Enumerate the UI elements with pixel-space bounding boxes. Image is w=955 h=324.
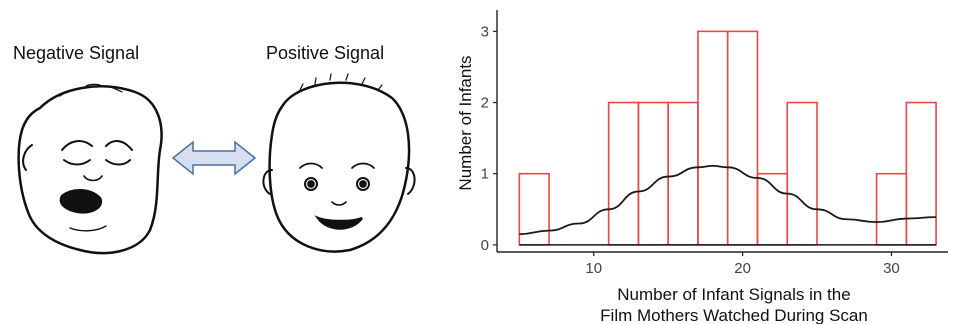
density-curve [519, 164, 937, 236]
bidirectional-arrow-icon [171, 140, 257, 176]
histogram-bar [697, 30, 729, 246]
histogram-bar [607, 101, 640, 246]
y-axis-label: Number of Infants [456, 55, 475, 190]
x-tick-label: 20 [734, 260, 751, 277]
x-axis-label-line-2: Film Mothers Watched During Scan [600, 306, 868, 324]
y-tick-label: 0 [481, 237, 489, 254]
histogram-bar [786, 101, 818, 246]
x-tick-label: 30 [883, 260, 900, 277]
x-axis-label-line-1: Number of Infant Signals in the [617, 285, 850, 304]
histogram-bar [905, 101, 937, 246]
smiling-infant-face [262, 73, 416, 253]
y-tick-label: 3 [481, 23, 489, 40]
histogram-bar [637, 101, 669, 246]
crying-infant-face [17, 83, 163, 255]
histogram-bar [756, 172, 789, 246]
histogram-bar [667, 101, 699, 246]
x-tick-label: 10 [585, 260, 602, 277]
positive-signal-label: Positive Signal [266, 43, 385, 63]
histogram-bar [875, 172, 908, 246]
y-tick-label: 1 [481, 166, 489, 183]
negative-signal-label: Negative Signal [13, 43, 140, 63]
histogram-bar [726, 30, 759, 246]
y-tick-label: 2 [481, 95, 489, 112]
